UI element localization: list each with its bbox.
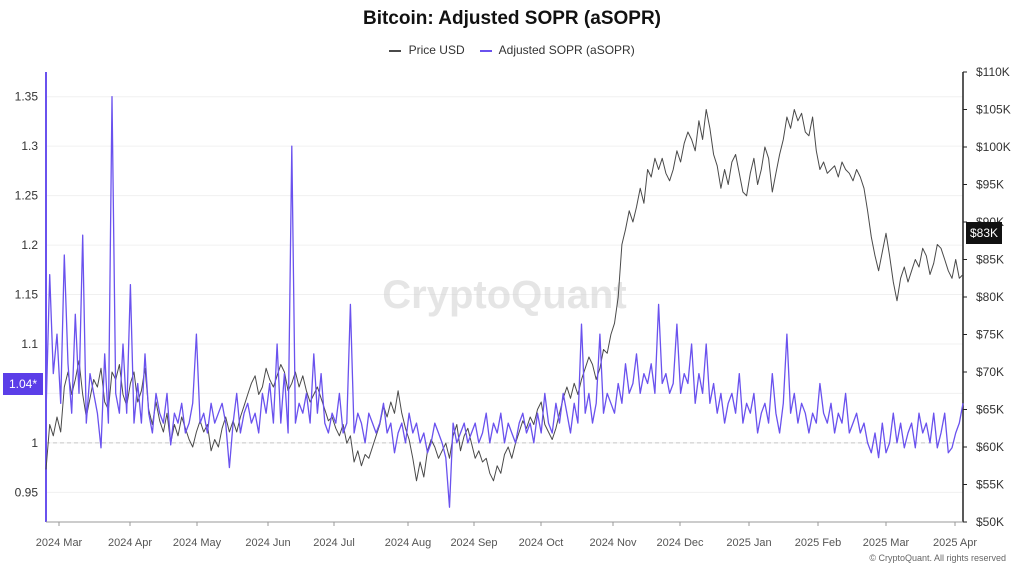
x-tick-label: 2024 Jul xyxy=(313,537,355,549)
chart-title: Bitcoin: Adjusted SOPR (aSOPR) xyxy=(362,8,662,29)
legend-item-price[interactable]: Price USD xyxy=(389,43,465,57)
x-tick-label: 2024 Oct xyxy=(519,537,564,549)
x-tick-label: 2024 Mar xyxy=(36,537,83,549)
right-tick-label: $85K xyxy=(976,253,1004,267)
current-price-label: $83K xyxy=(970,226,998,240)
current-asopr-badge xyxy=(3,373,43,395)
right-tick-label: $70K xyxy=(976,365,1004,379)
legend-swatch-price xyxy=(389,49,402,52)
right-tick-label: $55K xyxy=(976,478,1004,492)
x-tick-label: 2024 Aug xyxy=(385,537,432,549)
left-tick-label: 1.1 xyxy=(21,337,38,351)
watermark-text: CryptoQuant xyxy=(382,273,626,317)
legend-swatch-asopr xyxy=(479,49,492,52)
current-price-badge xyxy=(966,222,1002,244)
chart-legend: Price USD Adjusted SOPR (aSOPR) xyxy=(0,43,1024,57)
left-tick-label: 1.3 xyxy=(21,139,38,153)
x-tick-label: 2024 Jun xyxy=(245,537,290,549)
x-tick-label: 2025 Mar xyxy=(863,537,910,549)
x-tick-label: 2024 May xyxy=(173,537,222,549)
right-tick-label: $95K xyxy=(976,178,1004,192)
x-tick-label: 2024 Sep xyxy=(450,537,497,549)
x-tick-label: 2025 Apr xyxy=(933,537,977,549)
left-tick-label: 1 xyxy=(31,436,38,450)
x-tick-label: 2025 Feb xyxy=(795,537,841,549)
x-tick-label: 2024 Dec xyxy=(656,537,704,549)
legend-item-asopr[interactable]: Adjusted SOPR (aSOPR) xyxy=(479,43,635,57)
series-line-asopr xyxy=(45,96,964,508)
x-tick-label: 2025 Jan xyxy=(726,537,771,549)
left-tick-label: 1.15 xyxy=(15,288,39,302)
right-tick-label: $50K xyxy=(976,515,1004,529)
right-tick-label: $80K xyxy=(976,290,1004,304)
right-tick-label: $75K xyxy=(976,328,1004,342)
right-tick-label: $110K xyxy=(976,65,1010,79)
left-tick-label: 0.95 xyxy=(15,485,39,499)
right-tick-label: $100K xyxy=(976,140,1011,154)
left-tick-label: 1.35 xyxy=(15,90,39,104)
series-line-price xyxy=(45,109,964,482)
right-tick-label: $105K xyxy=(976,103,1011,117)
legend-label-asopr: Adjusted SOPR (aSOPR) xyxy=(498,43,635,57)
copyright-text: © CryptoQuant. All rights reserved xyxy=(869,553,1006,563)
left-tick-label: 1.2 xyxy=(21,238,38,252)
right-tick-label: $65K xyxy=(976,403,1004,417)
right-tick-label: $60K xyxy=(976,440,1004,454)
legend-label-price: Price USD xyxy=(408,43,465,57)
x-tick-label: 2024 Nov xyxy=(589,537,637,549)
left-tick-label: 1.25 xyxy=(15,189,39,203)
x-tick-label: 2024 Apr xyxy=(108,537,152,549)
current-asopr-label: 1.04* xyxy=(9,377,37,391)
